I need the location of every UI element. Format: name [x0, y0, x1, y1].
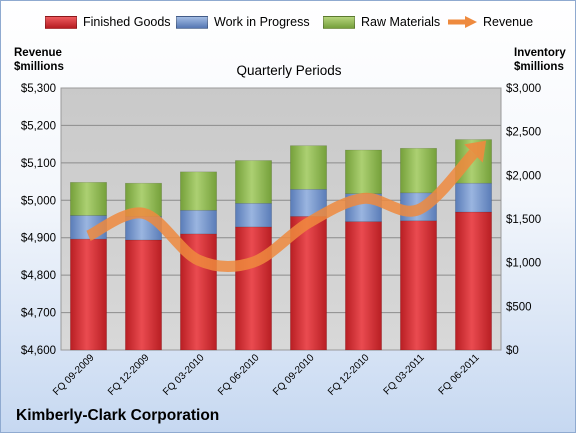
legend-label-revenue: Revenue [483, 15, 534, 29]
left-axis-label-line1: Revenue [14, 47, 62, 59]
left-tick-label: $4,600 [21, 345, 56, 357]
bar-raw-materials [400, 147, 437, 194]
right-tick-label: $1,500 [506, 214, 541, 226]
legend-label-raw-materials: Raw Materials [361, 15, 441, 29]
revenue-line [86, 149, 478, 272]
legend-raw-materials: Raw Materials [323, 15, 440, 29]
bar-raw-materials [345, 149, 382, 194]
category-label: FQ 09-2010 [271, 352, 317, 398]
left-tick-label: $5,000 [21, 195, 56, 207]
bar-raw-materials [70, 182, 107, 216]
left-tick-label: $5,300 [21, 83, 56, 95]
category-label: FQ 03-2011 [382, 352, 427, 397]
category-label: FQ 12-2009 [106, 352, 152, 398]
revenue-arrowhead [464, 140, 487, 163]
category-label: FQ 12-2010 [326, 352, 372, 398]
bar-finished-goods [125, 239, 162, 351]
legend-work-in-progress: Work in Progress [176, 15, 310, 29]
category-label: FQ 03-2010 [161, 352, 207, 398]
legend-swatch-raw-materials [323, 15, 355, 29]
left-tick-label: $4,700 [21, 308, 56, 320]
bar-finished-goods [345, 221, 382, 351]
right-tick-label: $3,000 [506, 83, 541, 95]
left-tick-label: $4,900 [21, 233, 56, 245]
bar-finished-goods [455, 211, 492, 351]
legend-finished-goods: Finished Goods [45, 15, 171, 29]
bar-finished-goods [400, 220, 437, 351]
legend-label-finished-goods: Finished Goods [83, 15, 171, 29]
right-axis-label: Inventory $millions [514, 46, 566, 74]
right-tick-label: $1,000 [506, 258, 541, 270]
bar-finished-goods [70, 238, 107, 351]
right-tick-label: $2,500 [506, 127, 541, 139]
bar-raw-materials [180, 171, 217, 211]
legend-revenue: Revenue [447, 15, 533, 29]
right-tick-label: $0 [506, 345, 519, 357]
left-axis-label: Revenue $millions [14, 46, 64, 74]
left-axis-label-line2: $millions [14, 61, 64, 73]
legend-swatch-work-in-progress [176, 15, 208, 29]
bar-finished-goods [290, 216, 327, 351]
legend-swatch-finished-goods [45, 15, 77, 29]
bar-raw-materials [235, 160, 272, 204]
legend-label-work-in-progress: Work in Progress [214, 15, 310, 29]
right-tick-label: $2,000 [506, 170, 541, 182]
bar-finished-goods [235, 226, 272, 351]
category-label: FQ 06-2010 [216, 352, 262, 398]
category-label: FQ 06-2011 [437, 352, 482, 397]
left-tick-label: $5,100 [21, 158, 56, 170]
bar-work-in-progress [180, 209, 217, 235]
left-tick-label: $5,200 [21, 120, 56, 132]
category-label: FQ 09-2009 [51, 352, 97, 398]
legend: Finished Goods Work in Progress Raw Mate… [1, 11, 576, 35]
company-name: Kimberly-Clark Corporation [16, 407, 220, 424]
right-axis-label-line2: $millions [514, 61, 564, 73]
left-tick-label: $4,800 [21, 270, 56, 282]
bar-work-in-progress [235, 202, 272, 228]
bar-raw-materials [290, 145, 327, 190]
legend-arrow-icon [448, 16, 477, 28]
right-axis-label-line1: Inventory [514, 47, 566, 59]
right-tick-label: $500 [506, 301, 532, 313]
bar-work-in-progress [455, 182, 492, 213]
chart-title: Quarterly Periods [236, 63, 342, 78]
